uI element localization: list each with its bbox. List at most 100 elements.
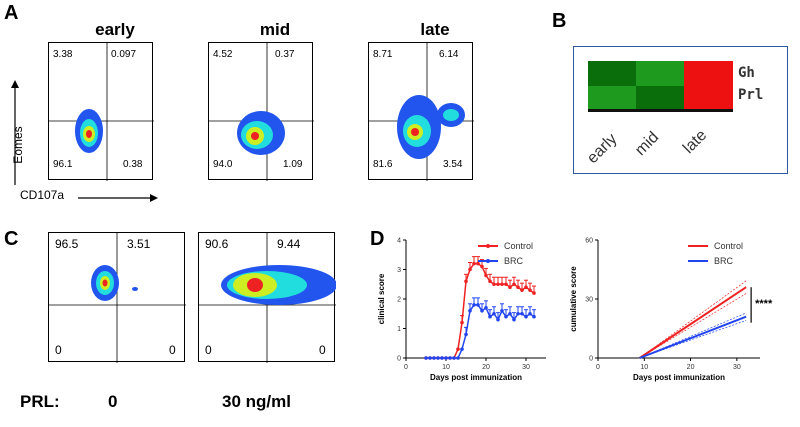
data-point: [456, 347, 460, 351]
data-point: [488, 279, 492, 284]
data-point: [452, 356, 456, 360]
quadrant-ul: 3.38: [53, 49, 73, 60]
quadrant-lr: 1.09: [283, 159, 303, 170]
x-tick-label: 30: [733, 364, 741, 371]
quadrant-ur: 0.37: [275, 49, 295, 60]
heatmap-cell-prl-early: [588, 86, 636, 111]
data-point: [512, 282, 516, 287]
panel-letter-c: C: [4, 228, 19, 250]
quadrant-lr: 3.54: [443, 159, 463, 170]
quadrant-ur: 9.44: [277, 237, 301, 251]
data-point: [496, 282, 500, 287]
x-tick-label: 10: [640, 364, 648, 371]
gene-label-gh: Gh: [738, 65, 755, 81]
y-tick-label: 0: [397, 356, 401, 363]
y-tick-label: 2: [397, 297, 401, 304]
data-point: [496, 317, 500, 322]
eomes-arrow: [11, 80, 19, 185]
heatmap-cell-gh-late: [684, 61, 733, 86]
data-point: [468, 309, 472, 313]
data-point: [488, 314, 492, 319]
data-point: [476, 303, 480, 307]
quadrant-lr: 0: [169, 343, 176, 357]
x-tick-label: 10: [442, 364, 450, 371]
prl-condition-30: 30 ng/ml: [222, 392, 291, 411]
quadrant-ur: 3.51: [127, 237, 151, 251]
heatmap-cell-gh-mid: [636, 61, 684, 86]
data-point: [456, 356, 460, 360]
data-point: [476, 261, 480, 266]
column-title-early: early: [95, 20, 135, 39]
data-point: [500, 282, 504, 287]
quadrant-ul: 90.6: [205, 237, 229, 251]
flow-plot-late: 8.71 6.14 81.6 3.54: [368, 42, 474, 181]
data-point: [520, 311, 524, 316]
x-tick-label: 20: [687, 364, 695, 371]
data-point: [436, 356, 440, 360]
quadrant-ll: 96.1: [53, 159, 73, 170]
series-line-brc: [639, 315, 747, 359]
data-point: [520, 288, 524, 292]
heatmap-xlabel-early: early: [584, 130, 621, 168]
legend-label-brc: BRC: [714, 256, 734, 266]
data-point: [524, 314, 528, 319]
flow-plot-mid: 4.52 0.37 94.0 1.09: [208, 42, 314, 181]
panel-letter-d: D: [370, 228, 385, 250]
data-point: [448, 356, 452, 360]
quadrant-lr: 0: [319, 343, 326, 357]
x-axis-label: Days post immunization: [633, 373, 725, 382]
quadrant-ur: 6.14: [439, 49, 459, 60]
data-point: [432, 356, 436, 360]
eomes-axis: [5, 80, 25, 190]
flow-plot-prl-0: 96.5 3.51 0 0: [48, 232, 186, 363]
heatmap-xlabel-mid: mid: [632, 128, 663, 160]
heatmap-divider: [588, 109, 733, 112]
data-point: [500, 309, 504, 313]
heatmap-cell-gh-early: [588, 61, 636, 86]
panel-letter-a: A: [4, 2, 19, 24]
column-title-mid: mid: [259, 20, 291, 39]
data-point: [504, 282, 508, 287]
data-point: [512, 317, 516, 322]
heatmap: [588, 61, 733, 112]
data-point: [480, 309, 484, 313]
legend-label-control: Control: [714, 241, 743, 251]
quadrant-ll: 0: [55, 343, 62, 357]
quadrant-ll: 81.6: [373, 159, 393, 170]
data-point: [492, 311, 496, 316]
data-point: [524, 285, 528, 289]
data-point: [516, 285, 520, 289]
quadrant-ll: 94.0: [213, 159, 233, 170]
data-point: [508, 311, 512, 316]
data-point: [464, 332, 468, 337]
series-line-control: [639, 286, 747, 359]
x-tick-label: 30: [522, 364, 530, 371]
data-point: [532, 291, 536, 295]
quadrant-ul: 96.5: [55, 237, 79, 251]
quadrant-lr: 0.38: [123, 159, 143, 170]
quadrant-ll: 0: [205, 343, 212, 357]
data-point: [460, 320, 464, 325]
y-tick-label: 60: [585, 238, 593, 245]
chart-cumulative-score: 0 10 20 30 0 30 60 Days post immunization cumula…: [570, 238, 773, 383]
data-point: [484, 273, 488, 278]
cd107a-label: CD107a: [20, 188, 65, 202]
data-point: [532, 314, 536, 319]
column-title-late: late: [420, 20, 450, 39]
heatmap-xlabel-late: late: [680, 126, 711, 158]
y-axis-label: cumulative score: [570, 266, 578, 332]
data-point: [508, 285, 512, 289]
gene-label-prl: Prl: [738, 87, 764, 103]
heatmap-cell-prl-mid: [636, 86, 684, 111]
data-point: [492, 282, 496, 287]
data-point: [424, 356, 428, 360]
data-point: [444, 356, 448, 360]
data-point: [440, 356, 444, 360]
y-tick-label: 3: [397, 267, 401, 274]
data-point: [528, 288, 532, 292]
chart-clinical-score: 0 10 20 30 0 1 2 3 4 Days post immunization clinic…: [377, 238, 546, 382]
quadrant-ul: 4.52: [213, 49, 233, 60]
prl-condition-0: 0: [108, 392, 118, 411]
y-tick-label: 1: [397, 326, 401, 333]
